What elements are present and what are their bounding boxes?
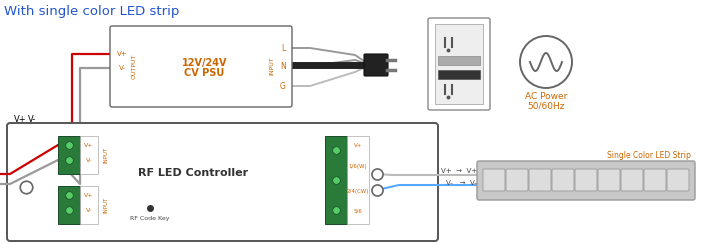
- FancyBboxPatch shape: [110, 26, 292, 107]
- Text: V-: V-: [28, 114, 36, 123]
- Text: V-: V-: [86, 208, 92, 212]
- FancyBboxPatch shape: [621, 169, 643, 191]
- Bar: [80, 186, 98, 224]
- Bar: [80, 136, 98, 174]
- FancyBboxPatch shape: [483, 169, 505, 191]
- Text: V+: V+: [354, 142, 362, 148]
- Text: AC Power: AC Power: [525, 92, 567, 101]
- Bar: [58, 136, 80, 174]
- Text: V+: V+: [84, 192, 94, 198]
- Text: 50/60Hz: 50/60Hz: [527, 102, 565, 111]
- FancyBboxPatch shape: [428, 18, 490, 110]
- Text: V-   →  V-: V- → V-: [446, 180, 477, 186]
- FancyBboxPatch shape: [575, 169, 597, 191]
- Text: Single Color LED Strip: Single Color LED Strip: [607, 151, 691, 160]
- Text: V+: V+: [116, 51, 128, 57]
- Bar: [58, 186, 80, 224]
- Text: INPUT: INPUT: [104, 197, 109, 213]
- Text: RF LED Controller: RF LED Controller: [137, 168, 248, 178]
- Text: 2/4(CW): 2/4(CW): [347, 189, 369, 193]
- Text: N: N: [280, 61, 286, 70]
- FancyBboxPatch shape: [529, 169, 551, 191]
- Text: 5/6: 5/6: [353, 208, 362, 214]
- FancyBboxPatch shape: [506, 169, 528, 191]
- Bar: [347, 136, 369, 224]
- Text: L: L: [281, 43, 285, 52]
- Text: G: G: [280, 81, 286, 90]
- Text: INPUT: INPUT: [269, 57, 275, 75]
- Text: V-: V-: [86, 157, 92, 163]
- Text: OUTPUT: OUTPUT: [132, 53, 137, 79]
- Text: CV PSU: CV PSU: [184, 68, 225, 78]
- FancyBboxPatch shape: [598, 169, 620, 191]
- FancyBboxPatch shape: [667, 169, 689, 191]
- Text: V-: V-: [118, 65, 125, 71]
- FancyBboxPatch shape: [7, 123, 438, 241]
- Text: With single color LED strip: With single color LED strip: [4, 6, 179, 18]
- Text: INPUT: INPUT: [104, 147, 109, 163]
- Bar: [438, 70, 480, 79]
- FancyBboxPatch shape: [644, 169, 666, 191]
- FancyBboxPatch shape: [552, 169, 574, 191]
- Text: V+: V+: [14, 114, 27, 123]
- FancyBboxPatch shape: [477, 161, 695, 200]
- FancyBboxPatch shape: [364, 54, 388, 76]
- Text: 1/6(W): 1/6(W): [348, 164, 367, 168]
- Text: V+: V+: [84, 142, 94, 148]
- Bar: [438, 56, 480, 65]
- Bar: [325, 136, 347, 224]
- Text: V+  →  V+: V+ → V+: [441, 168, 477, 174]
- Text: RF Code Key: RF Code Key: [130, 216, 170, 220]
- Bar: [435, 24, 483, 104]
- Text: 12V/24V: 12V/24V: [182, 58, 227, 68]
